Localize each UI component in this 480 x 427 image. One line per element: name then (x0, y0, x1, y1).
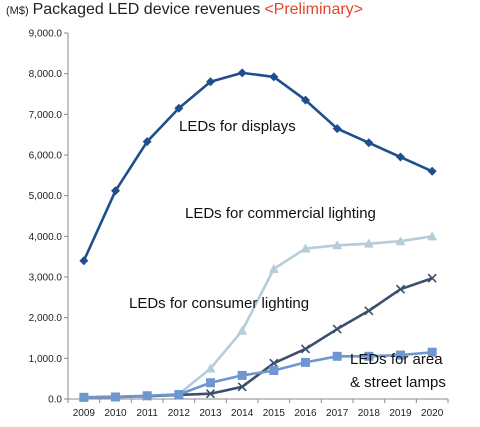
data-point (395, 284, 406, 294)
data-point (206, 77, 215, 87)
title-text: Packaged LED device revenues (32, 1, 261, 18)
data-point (269, 72, 279, 82)
data-point (300, 243, 311, 253)
data-point (427, 231, 438, 241)
x-tick-label: 2013 (199, 408, 222, 419)
x-tick-label: 2014 (231, 408, 254, 419)
y-tick-label: 2,000.0 (29, 313, 63, 324)
series-annotation: LEDs for displays (179, 118, 296, 135)
x-tick-label: 2018 (358, 408, 381, 419)
data-point (111, 392, 120, 402)
y-tick-label: 7,000.0 (29, 110, 63, 121)
data-point (427, 273, 437, 283)
data-point (332, 351, 342, 361)
data-point (364, 306, 374, 316)
data-point (205, 389, 216, 399)
y-tick-label: 1,000.0 (29, 354, 63, 365)
y-tick-label: 5,000.0 (29, 191, 63, 202)
data-point (301, 357, 310, 367)
data-point (332, 324, 342, 334)
chart-title: (M$) Packaged LED device revenues <Prelimi… (6, 1, 363, 19)
series-annotation: LEDs for area (350, 351, 443, 368)
data-point (396, 152, 405, 162)
data-point (174, 103, 184, 113)
x-tick-label: 2017 (326, 408, 349, 419)
data-point (364, 351, 374, 361)
data-point (364, 138, 374, 148)
data-point (237, 68, 247, 78)
data-point (142, 391, 152, 401)
data-point (332, 124, 342, 134)
data-point (427, 166, 437, 176)
data-point (237, 382, 247, 392)
data-point (237, 370, 247, 380)
data-point (237, 325, 248, 335)
x-tick-label: 2012 (168, 408, 191, 419)
x-tick-label: 2016 (294, 408, 317, 419)
data-point (269, 366, 279, 376)
y-tick-label: 4,000.0 (29, 232, 63, 243)
x-tick-label: 2020 (421, 408, 444, 419)
data-point (269, 358, 279, 368)
x-tick-label: 2009 (73, 408, 96, 419)
data-point (205, 363, 216, 373)
y-tick-label: 3,000.0 (29, 273, 63, 284)
data-point (300, 344, 311, 354)
x-tick-label: 2019 (389, 408, 412, 419)
data-point (142, 137, 152, 147)
data-point (332, 240, 343, 250)
data-point (111, 186, 120, 196)
x-tick-label: 2015 (263, 408, 286, 419)
series-line (83, 350, 433, 399)
y-tick-label: 8,000.0 (29, 69, 63, 80)
y-tick-label: 0.0 (48, 395, 62, 406)
x-tick-label: 2011 (136, 408, 158, 419)
data-point (206, 378, 215, 388)
preliminary-note: <Preliminary> (264, 1, 364, 18)
data-point (427, 347, 437, 357)
data-point (174, 390, 184, 400)
unit-label: (M$) (6, 5, 29, 17)
data-point (301, 95, 310, 105)
data-point (363, 238, 374, 248)
x-tick-label: 2010 (104, 408, 127, 419)
data-point (395, 236, 406, 246)
data-point (396, 350, 405, 360)
data-point (79, 392, 89, 402)
series-annotation: & street lamps (350, 374, 446, 391)
y-tick-label: 9,000.0 (29, 29, 63, 40)
series-annotation: LEDs for commercial lighting (185, 205, 376, 222)
data-point (268, 263, 279, 273)
series-line (82, 71, 433, 262)
y-tick-label: 6,000.0 (29, 151, 63, 162)
data-point (79, 256, 89, 266)
series-annotation: LEDs for consumer lighting (129, 295, 309, 312)
